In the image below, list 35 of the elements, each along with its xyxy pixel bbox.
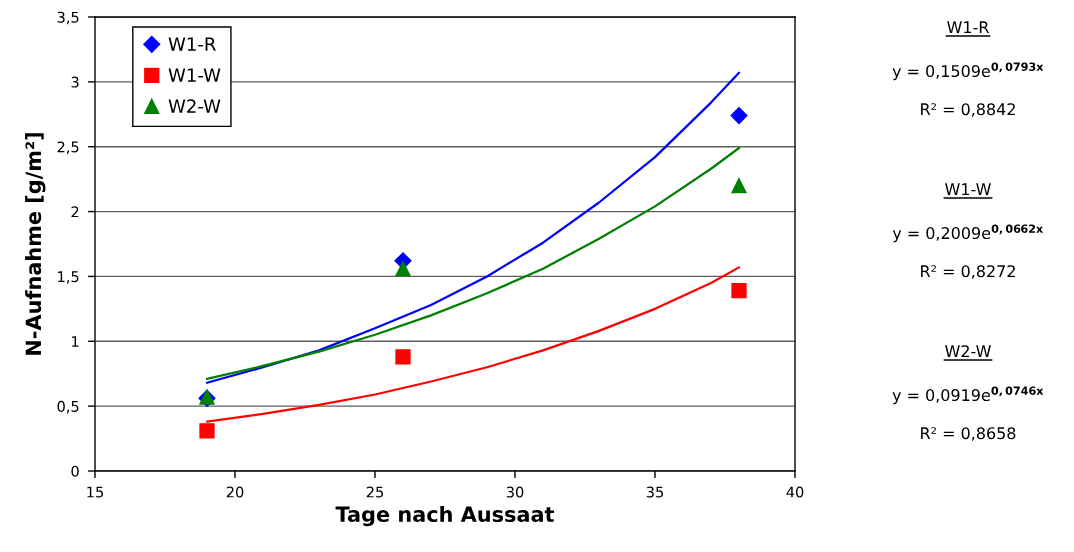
y-tick-label: 1,5 <box>58 271 79 284</box>
y-axis-title: N-Aufnahme [g/m²] <box>25 133 46 355</box>
legend-label: W1-W <box>168 68 221 82</box>
text: R² = 0,8272 <box>921 265 1015 279</box>
y-tick-label: 2,5 <box>57 141 79 154</box>
x-axis-title: Tage nach Aussaat <box>335 505 555 527</box>
text: R² = 0,8658 <box>921 427 1016 441</box>
point <box>395 349 411 365</box>
point <box>731 177 747 194</box>
x-tick-label: 40 <box>786 486 804 498</box>
text: W1-R <box>947 21 989 33</box>
x-tick-label: 25 <box>366 486 383 498</box>
y-tick-label: 3 <box>71 76 79 88</box>
y-tick-label: 0,5 <box>57 400 79 414</box>
text: y = 0,1509e$^{0,0793x}$ <box>892 62 1044 81</box>
text: y = 0,0919e$^{0,0746x}$ <box>892 386 1044 405</box>
y-tick-label: 3,5 <box>57 11 79 25</box>
y-tick-label: 0 <box>71 465 79 477</box>
x-tick-label: 35 <box>646 486 663 498</box>
legend-label: W1-R <box>168 37 216 51</box>
legend-label: W2-W <box>168 99 221 113</box>
x-tick-label: 30 <box>506 486 524 498</box>
point <box>731 283 747 299</box>
y-tick-label: 1 <box>72 336 79 347</box>
x-tick-label: 20 <box>226 486 244 498</box>
y-tick-label: 2 <box>71 206 79 218</box>
text: R² = 0,8842 <box>921 103 1015 117</box>
point <box>199 423 215 439</box>
text: y = 0,2009e$^{0,0662x}$ <box>892 224 1044 243</box>
line-series <box>205 146 741 381</box>
x-tick-label: 15 <box>87 486 103 498</box>
text: W1-W <box>945 183 991 195</box>
point <box>395 261 411 277</box>
text: W2-W <box>945 345 991 357</box>
point <box>730 107 748 125</box>
